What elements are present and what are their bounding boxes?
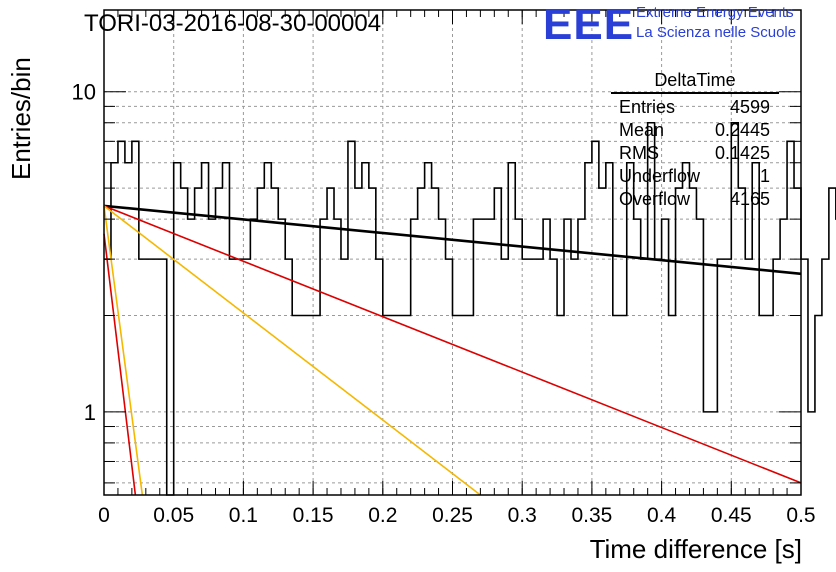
stats-label: Mean [619,120,665,140]
stats-label: Entries [619,97,676,117]
stats-value: 4165 [729,189,770,209]
x-tick-label: 0.5 [786,504,815,527]
fit-lines-layer [103,204,802,496]
stats-row-entries: Entries 4599 [611,96,779,119]
x-tick-label: 0.45 [711,504,752,527]
x-tick-label: 0.05 [153,504,194,527]
chart-title: TORI-03-2016-08-30-00004 [84,10,382,37]
stats-row-rms: RMS 0.1425 [611,142,779,165]
eee-logo: EEE [543,0,635,49]
y-tick-label: 1 [84,400,96,425]
x-tick-label: 0 [98,504,110,527]
x-tick-label: 0.4 [647,504,677,527]
y-axis-label: Entries/bin [6,57,36,180]
stats-title: DeltaTime [611,70,779,94]
fit-line-2 [103,205,481,496]
stats-row-underflow: Underflow 1 [611,165,779,188]
stats-label: Overflow [619,189,691,209]
x-axis-label: Time difference [s] [589,534,802,564]
histogram-steps [104,121,836,496]
fit-line-0 [103,204,802,276]
x-tick-label: 0.2 [368,504,397,527]
stats-label: RMS [619,143,659,163]
x-tick-label: 0.3 [508,504,537,527]
logo-subtitle-2: La Scienza nelle Scuole [636,24,797,41]
fit-line-1 [103,205,802,484]
histogram-layer [104,121,836,496]
x-tick-label: 0.1 [229,504,258,527]
stats-value: 0.1425 [714,143,770,163]
x-tick-label: 0.15 [293,504,334,527]
x-tick-label: 0.25 [432,504,473,527]
stats-row-overflow: Overflow 4165 [611,188,779,211]
x-tick-label: 0.35 [571,504,612,527]
fit-line-4 [103,205,144,496]
stats-box: DeltaTime Entries 4599 Mean 0.2445 RMS 0… [611,70,779,211]
logo-subtitle-1: Extreme Energy Events [636,4,794,21]
stats-row-mean: Mean 0.2445 [611,119,779,142]
stats-value: 1 [759,166,770,186]
y-tick-label: 10 [72,80,96,105]
axis-ticks: 0 0.05 0.1 0.15 0.2 0.25 0.3 0.35 0.4 0.45 0.5 1 10 [72,10,816,527]
fit-line-3 [103,233,137,496]
stats-label: Underflow [619,166,701,186]
stats-value: 0.2445 [714,120,770,140]
stats-value: 4599 [729,97,770,117]
